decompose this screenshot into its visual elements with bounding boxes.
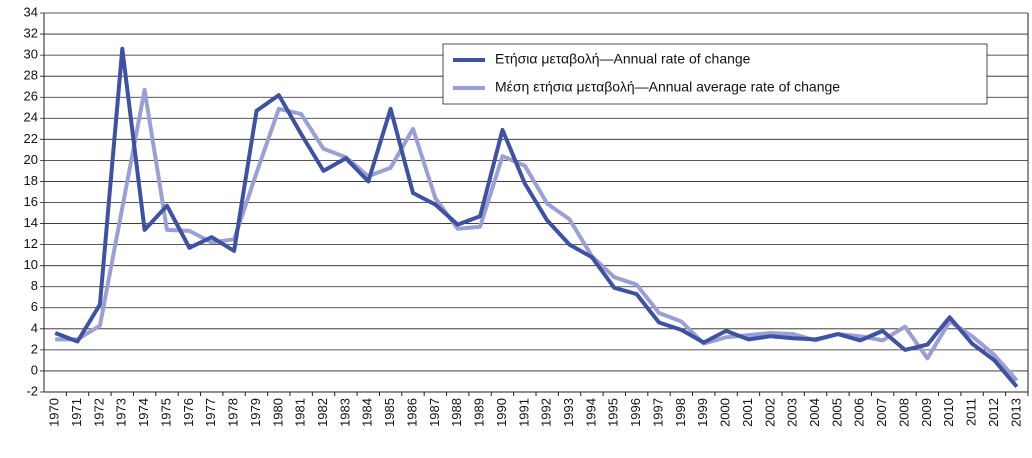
x-tick-label: 1975 xyxy=(158,398,173,427)
y-tick-label: 10 xyxy=(24,257,38,272)
y-tick-label: 24 xyxy=(24,110,38,125)
y-tick-label: -2 xyxy=(26,383,38,398)
x-tick-label: 1994 xyxy=(583,398,598,427)
x-tick-label: 1985 xyxy=(382,398,397,427)
y-tick-label: 32 xyxy=(24,25,38,40)
x-tick-label: 1991 xyxy=(516,398,531,427)
x-tick-label: 1970 xyxy=(47,398,62,427)
legend-box xyxy=(442,43,988,105)
y-tick-label: 34 xyxy=(24,4,38,19)
data-line xyxy=(54,46,1019,388)
x-tick-label: 1971 xyxy=(69,398,84,427)
y-tick-label: 6 xyxy=(31,299,38,314)
x-tick-label: 1976 xyxy=(181,398,196,427)
x-tick-label: 2004 xyxy=(807,398,822,427)
x-tick-label: 1983 xyxy=(337,398,352,427)
x-tick-label: 1978 xyxy=(226,398,241,427)
y-tick-label: 2 xyxy=(31,341,38,356)
x-tick-label: 1974 xyxy=(136,398,151,427)
x-tick-label: 1998 xyxy=(673,398,688,427)
x-tick-label: 1980 xyxy=(270,398,285,427)
x-tick-label: 1986 xyxy=(404,398,419,427)
x-tick-label: 1992 xyxy=(539,398,554,427)
y-tick-label: 28 xyxy=(24,68,38,83)
y-tick-label: 8 xyxy=(31,278,38,293)
y-tick-label: 14 xyxy=(24,215,38,230)
x-tick-label: 1988 xyxy=(449,398,464,427)
x-tick-label: 1973 xyxy=(114,398,129,427)
x-tick-label: 2006 xyxy=(852,398,867,427)
x-tick-label: 1982 xyxy=(315,398,330,427)
y-tick-label: 20 xyxy=(24,152,38,167)
x-tick-label: 1990 xyxy=(494,398,509,427)
x-tick-label: 1996 xyxy=(628,398,643,427)
legend: Ετήσια μεταβολή—Annual rate of change Μέσ… xyxy=(442,43,988,105)
x-tick-label: 2008 xyxy=(896,398,911,427)
y-tick-label: 12 xyxy=(24,236,38,251)
x-tick-label: 1999 xyxy=(695,398,710,427)
x-tick-label: 2003 xyxy=(785,398,800,427)
x-tick-label: 1995 xyxy=(606,398,621,427)
x-tick-label: 2005 xyxy=(829,398,844,427)
x-tick-label: 2010 xyxy=(941,398,956,427)
x-tick-label: 2007 xyxy=(874,398,889,427)
x-tick-label: 2000 xyxy=(718,398,733,427)
x-tick-label: 1997 xyxy=(650,398,665,427)
x-tick-label: 1993 xyxy=(561,398,576,427)
x-tick-label: 1981 xyxy=(293,398,308,427)
y-tick-label: 0 xyxy=(31,362,38,377)
y-tick-label: 16 xyxy=(24,194,38,209)
x-tick-label: 1979 xyxy=(248,398,263,427)
y-tick-label: 22 xyxy=(24,131,38,146)
x-tick-label: 1989 xyxy=(472,398,487,427)
x-tick-label: 2012 xyxy=(986,398,1001,427)
x-tick-label: 2011 xyxy=(964,398,979,426)
x-tick-label: 2009 xyxy=(919,398,934,427)
data-line xyxy=(55,87,1019,382)
y-tick-label: 18 xyxy=(24,173,38,188)
x-tick-label: 1972 xyxy=(91,398,106,427)
x-tick-label: 1977 xyxy=(203,398,218,427)
x-tick-label: 2002 xyxy=(762,398,777,427)
legend-label: Μέση ετήσια μεταβολή—Annual average rate… xyxy=(495,79,840,95)
x-tick-label: 2001 xyxy=(740,398,755,427)
x-tick-label: 2013 xyxy=(1008,398,1023,427)
x-tick-label: 1987 xyxy=(427,398,442,427)
y-tick-label: 26 xyxy=(24,89,38,104)
legend-label: Ετήσια μεταβολή—Annual rate of change xyxy=(495,51,751,67)
y-tick-label: 4 xyxy=(31,320,38,335)
y-tick-label: 30 xyxy=(24,47,38,62)
x-tick-label: 1984 xyxy=(360,398,375,427)
